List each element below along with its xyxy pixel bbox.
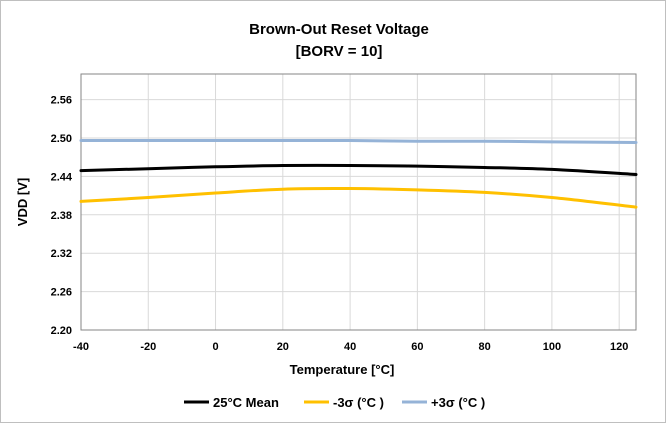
- plot-grid: [80, 74, 636, 331]
- legend-label-mean-25c: 25°C Mean: [213, 395, 279, 410]
- x-tick-label: 0: [212, 341, 218, 353]
- x-tick-label: 20: [277, 341, 289, 353]
- x-tick-label: 60: [411, 341, 423, 353]
- series-line-minus-3-sigma: [79, 187, 638, 209]
- legend-label-minus-3-sigma: -3σ (°C ): [333, 395, 384, 410]
- y-tick-label: 2.38: [51, 210, 72, 222]
- x-axis-label: Temperature [°C]: [290, 362, 395, 377]
- y-axis-label: VDD [V]: [15, 178, 30, 226]
- series-line-mean-25c: [79, 163, 638, 176]
- x-tick-label: -40: [73, 341, 89, 353]
- x-tick-labels: -40 -20 0 20 40 60 80 100 120: [73, 341, 628, 353]
- x-tick-label: -20: [140, 341, 156, 353]
- y-tick-labels: 2.20 2.26 2.32 2.38 2.44 2.50 2.56: [51, 95, 73, 337]
- legend: 25°C Mean -3σ (°C ) +3σ (°C ): [184, 395, 485, 410]
- chart-title-line-1: Brown-Out Reset Voltage: [249, 21, 429, 38]
- x-tick-label: 80: [479, 341, 491, 353]
- legend-label-plus-3-sigma: +3σ (°C ): [431, 395, 485, 410]
- y-tick-label: 2.44: [51, 171, 73, 183]
- chart-title-line-2: [BORV = 10]: [296, 43, 383, 60]
- y-tick-label: 2.32: [51, 248, 72, 260]
- x-tick-label: 120: [610, 341, 628, 353]
- y-tick-label: 2.56: [51, 95, 72, 107]
- y-tick-label: 2.20: [51, 325, 72, 337]
- x-tick-label: 100: [543, 341, 561, 353]
- series-line-plus-3-sigma: [79, 139, 638, 144]
- x-tick-label: 40: [344, 341, 356, 353]
- y-tick-label: 2.50: [51, 133, 72, 145]
- y-tick-label: 2.26: [51, 287, 72, 299]
- data-series: [79, 139, 638, 209]
